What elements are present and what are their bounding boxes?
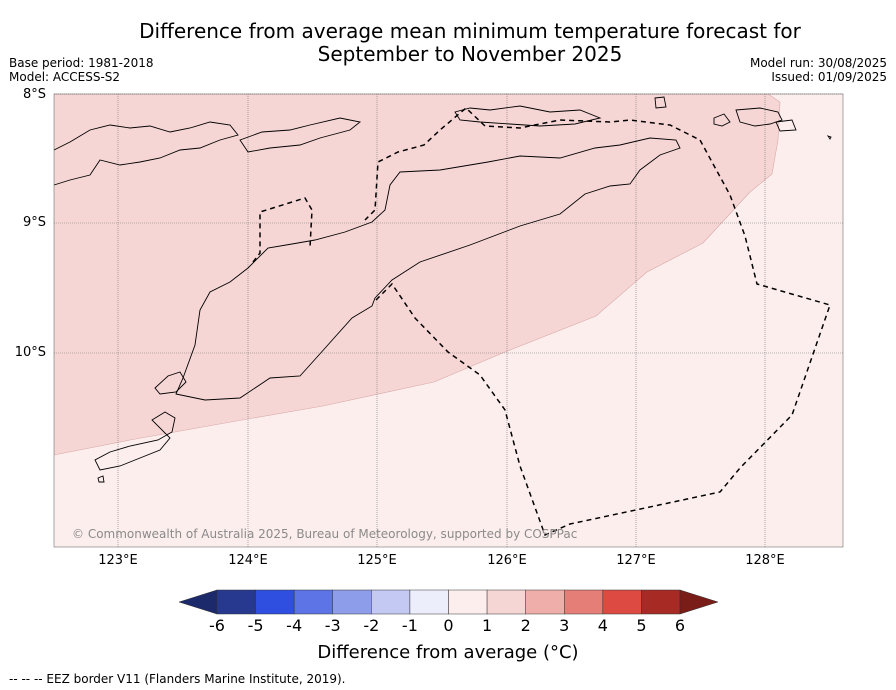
colorbar-tick-label: 3 <box>559 616 570 635</box>
colorbar-segment <box>332 589 372 615</box>
alor-island-coast <box>239 117 362 153</box>
colorbar-tick-label: -4 <box>286 616 303 635</box>
colorbar-title: Difference from average (°C) <box>317 642 579 663</box>
lon-label-126e: 126°E <box>487 553 527 568</box>
colorbar-tick-label: -6 <box>209 616 225 635</box>
colorbar-segment <box>293 589 333 615</box>
coastlines <box>53 96 832 483</box>
lon-label-127e: 127°E <box>616 553 656 568</box>
colorbar-segment <box>371 589 411 615</box>
colorbar-tick-label: -3 <box>324 616 341 635</box>
colorbar <box>178 589 719 615</box>
colorbar-tick-label: -2 <box>363 616 380 635</box>
colorbar-segment <box>641 589 681 615</box>
lon-label-124e: 124°E <box>228 553 268 568</box>
colorbar-segment <box>216 589 256 615</box>
anomaly-band-1-2 <box>54 94 780 455</box>
lon-label-128e: 128°E <box>745 553 785 568</box>
eez-border-oecusse <box>252 197 313 263</box>
colorbar-segment <box>409 589 449 615</box>
map-frame <box>53 93 844 548</box>
eastern-islet-4-coast <box>775 119 797 132</box>
anomaly-contour <box>53 93 781 456</box>
colorbar-segment <box>602 589 642 615</box>
colorbar-segment <box>486 589 526 615</box>
model-run-text: Model run: 30/08/2025 <box>749 56 887 70</box>
copyright-notice: © Commonwealth of Australia 2025, Bureau… <box>72 527 578 541</box>
colorbar-tick-label: 2 <box>520 616 531 635</box>
issued-text: Issued: 01/09/2025 <box>771 70 887 84</box>
colorbar-tick-label: 1 <box>481 616 493 635</box>
colorbar-tick-label: -1 <box>401 616 418 635</box>
colorbar-under-arrow <box>178 589 218 615</box>
islet-coast <box>97 475 105 483</box>
lat-label-8s: 8°S <box>22 87 46 102</box>
chart-title: Difference from average mean minimum tem… <box>70 20 870 66</box>
eastern-islet-5-coast <box>826 135 832 140</box>
timor-island-coast <box>175 137 681 401</box>
lon-label-123e: 123°E <box>98 553 138 568</box>
rote-island-coast <box>154 371 187 395</box>
northern-islands-coast <box>53 121 239 186</box>
eez-footnote: -- -- -- EEZ border V11 (Flanders Marine… <box>9 672 346 686</box>
lat-label-9s: 9°S <box>22 215 46 230</box>
title-line-2: September to November 2025 <box>317 42 623 66</box>
lon-label-125e: 125°E <box>357 553 397 568</box>
colorbar-segment <box>564 589 604 615</box>
colorbar-segment <box>255 589 295 615</box>
colorbar-tick-label: 6 <box>674 616 686 635</box>
base-period-text: Base period: 1981-2018 <box>9 56 154 70</box>
title-line-1: Difference from average mean minimum tem… <box>139 19 801 43</box>
colorbar-tick-label: 4 <box>597 616 608 635</box>
southwest-islands-coast <box>94 411 176 471</box>
model-run-info: Model run: 30/08/2025 Issued: 01/09/2025 <box>750 56 887 84</box>
eastern-islet-1-coast <box>654 96 667 109</box>
colorbar-tick-label: -5 <box>247 616 264 635</box>
colorbar-tick-label: 0 <box>443 616 454 635</box>
eez-borders <box>252 106 831 537</box>
model-text: Model: ACCESS-S2 <box>9 70 121 84</box>
wetar-island-coast <box>454 105 602 127</box>
base-period-info: Base period: 1981-2018 Model: ACCESS-S2 <box>9 56 154 84</box>
colorbar-segment <box>448 589 488 615</box>
colorbar-segment <box>525 589 565 615</box>
eastern-islet-2-coast <box>713 113 731 127</box>
colorbar-tick-label: 5 <box>636 616 647 635</box>
eez-border-timor-leste <box>364 106 831 537</box>
colorbar-over-arrow <box>679 589 719 615</box>
lat-label-10s: 10°S <box>14 345 46 360</box>
